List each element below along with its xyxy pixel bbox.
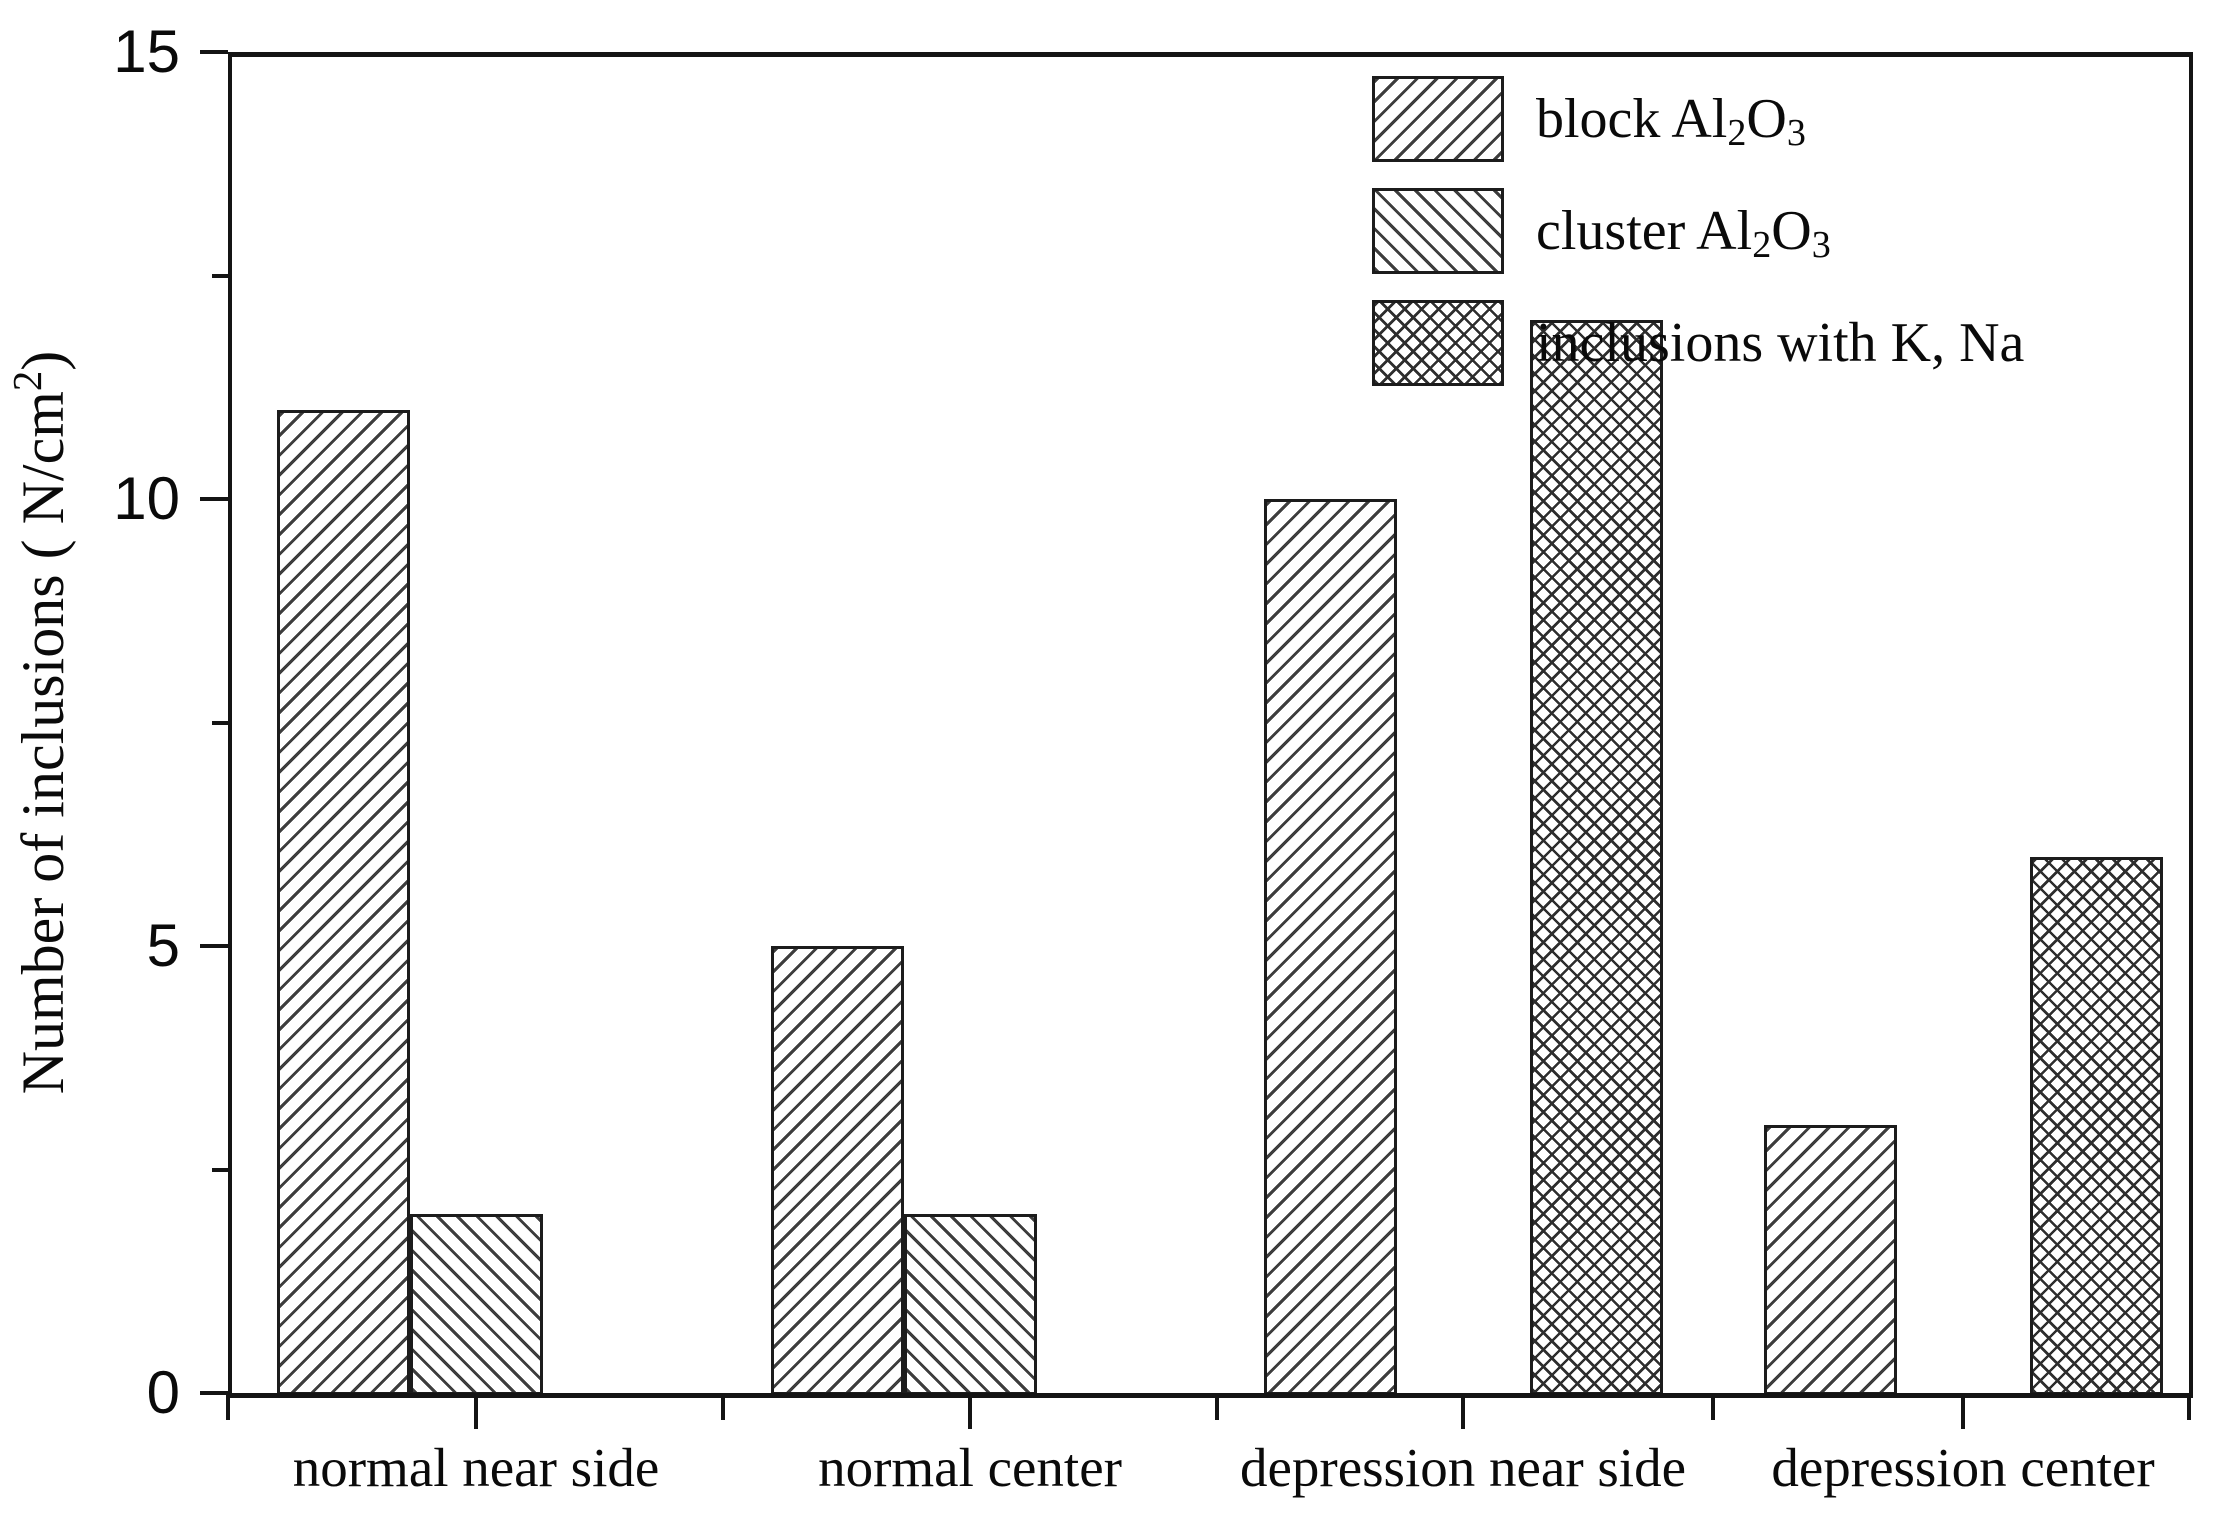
- legend-label: cluster Al2O3: [1536, 200, 1831, 267]
- y-axis-major-tick: [200, 1391, 228, 1395]
- bar-block-al-o-depression-center: [1763, 1124, 1897, 1395]
- legend-item-inclusions-with-k-na: inclusions with K, Na: [1372, 300, 2024, 386]
- x-axis-edge-tick: [226, 1393, 230, 1420]
- legend-item-block-al-o: block Al2O3: [1372, 76, 2024, 162]
- x-axis-edge-tick: [2187, 1393, 2191, 1420]
- y-axis-major-tick: [200, 944, 228, 948]
- y-tick-label: 0: [146, 1359, 180, 1426]
- x-axis-major-tick: [968, 1393, 972, 1429]
- x-axis-major-tick: [1461, 1393, 1465, 1429]
- y-axis-major-tick: [200, 50, 228, 54]
- y-axis-title: Number of inclusions ( N/cm2): [4, 350, 76, 1095]
- legend-label: inclusions with K, Na: [1536, 312, 2025, 374]
- x-axis-minor-tick: [1214, 1393, 1219, 1420]
- y-tick-label: 5: [146, 912, 180, 979]
- bar-inclusions-with-k-na-depression-near-side: [1529, 320, 1663, 1395]
- y-axis-minor-tick: [212, 720, 228, 725]
- x-axis-major-tick: [474, 1393, 478, 1429]
- bar-cluster-al-o-normal-center: [903, 1214, 1037, 1395]
- x-axis-minor-tick: [1711, 1393, 1715, 1420]
- bar-block-al-o-depression-near-side: [1263, 499, 1397, 1395]
- x-category-label: depression near side: [1240, 1437, 1686, 1498]
- x-category-label: normal near side: [292, 1437, 660, 1498]
- bar-block-al-o-normal-near-side: [276, 409, 410, 1395]
- y-tick-label: 10: [113, 465, 180, 532]
- legend-item-cluster-al-o: cluster Al2O3: [1372, 188, 2024, 274]
- x-axis-major-tick: [1961, 1393, 1965, 1429]
- legend-swatch-crosshatch-icon: [1372, 300, 1504, 386]
- y-axis-major-tick: [200, 497, 228, 501]
- y-axis-minor-tick: [212, 1167, 228, 1172]
- legend-swatch-diagonal-backward-icon: [1372, 188, 1504, 274]
- y-tick-label: 15: [113, 18, 180, 85]
- bar-cluster-al-o-normal-near-side: [409, 1214, 543, 1395]
- bar-inclusions-with-k-na-depression-center: [2029, 856, 2163, 1395]
- bar-block-al-o-normal-center: [770, 946, 904, 1395]
- x-category-label: normal center: [818, 1437, 1122, 1498]
- x-category-label: depression center: [1771, 1437, 2155, 1498]
- y-axis-minor-tick: [212, 273, 228, 278]
- legend: block Al2O3 cluster Al2O3 inclusions with …: [1372, 76, 2024, 412]
- legend-label: block Al2O3: [1536, 88, 1806, 155]
- x-axis-minor-tick: [721, 1393, 725, 1420]
- legend-swatch-diagonal-forward-icon: [1372, 76, 1504, 162]
